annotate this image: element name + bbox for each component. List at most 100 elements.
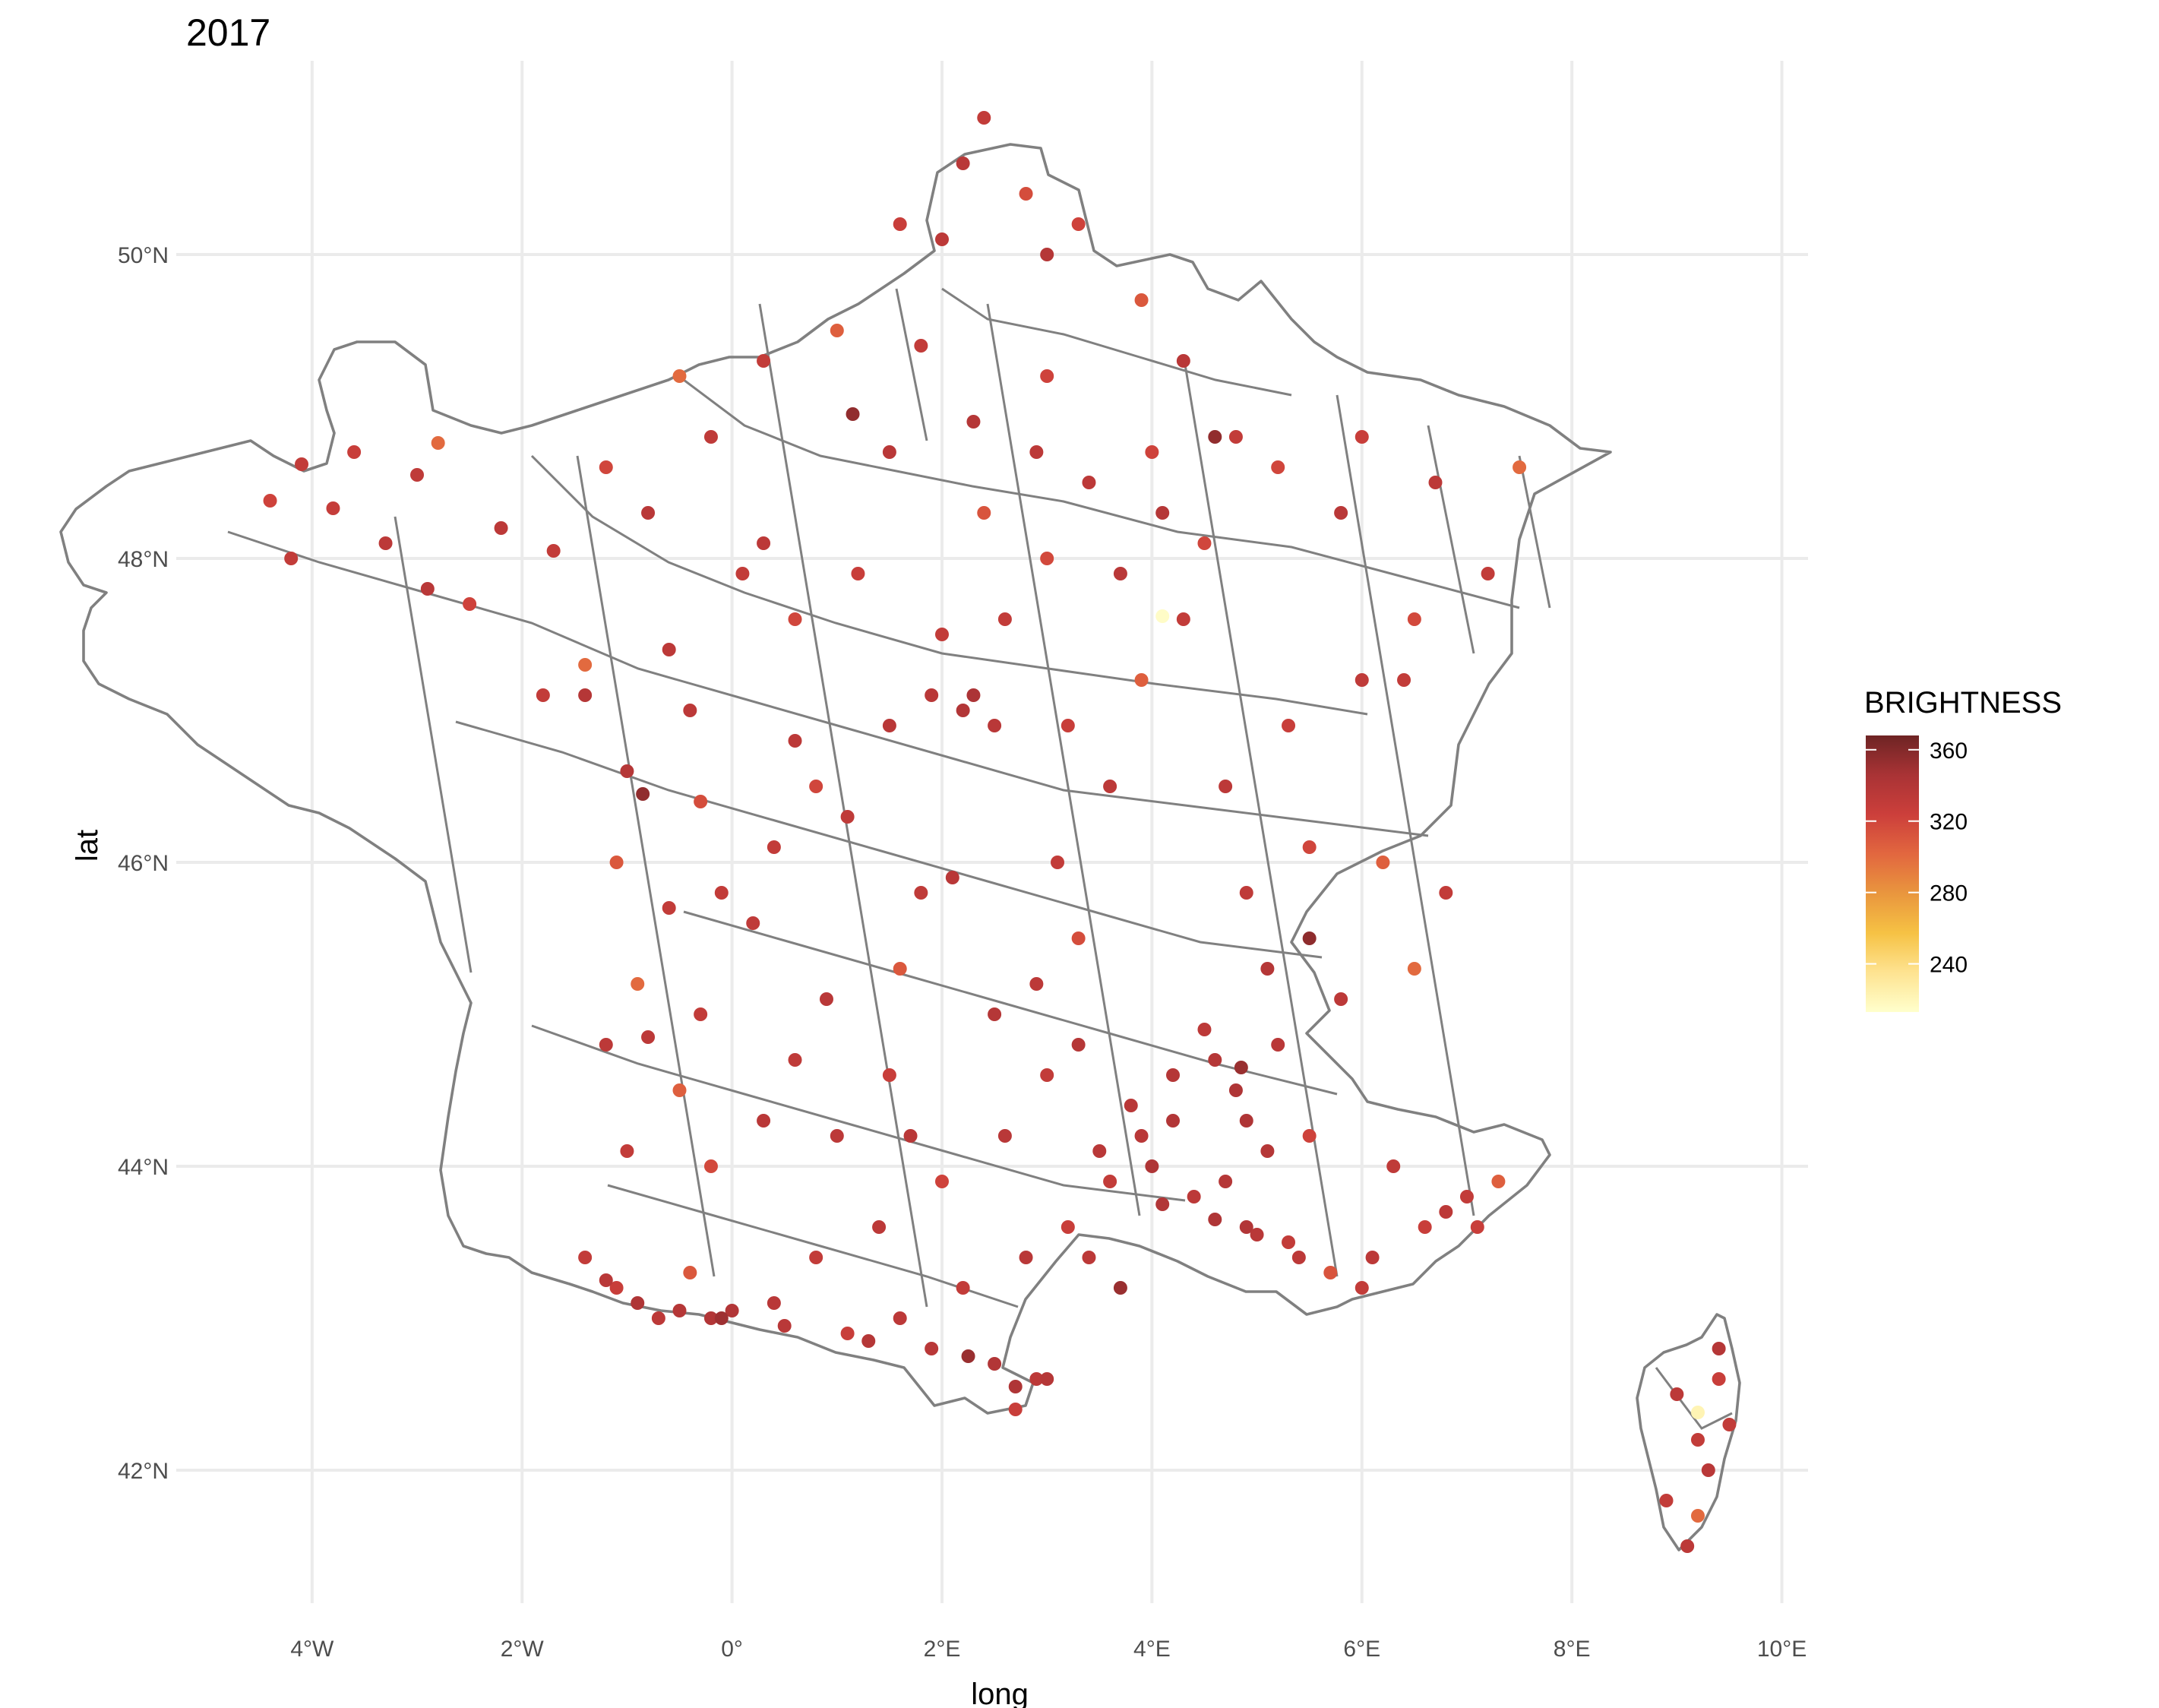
fire-point <box>1124 1099 1138 1112</box>
fire-point <box>672 1083 687 1097</box>
fire-point <box>788 1053 802 1067</box>
fire-point <box>662 901 676 915</box>
fire-point <box>463 597 477 611</box>
dept-border-6 <box>531 1024 1186 1202</box>
fire-point <box>1166 1114 1181 1128</box>
fire-point <box>1407 962 1421 976</box>
fire-point <box>934 1175 949 1188</box>
fire-point <box>1334 992 1348 1006</box>
fire-point <box>961 1349 975 1363</box>
fire-point <box>1365 1251 1380 1264</box>
fire-point <box>1239 1220 1253 1234</box>
fire-point <box>1187 1190 1201 1204</box>
fire-point <box>746 916 760 930</box>
fire-point <box>1690 1509 1705 1523</box>
fire-point <box>1040 248 1054 261</box>
fire-point <box>1219 1175 1233 1188</box>
fire-point <box>840 810 855 824</box>
fire-point <box>1234 1061 1248 1074</box>
fire-point <box>1355 1281 1369 1295</box>
dept-border-3 <box>227 530 1429 837</box>
fire-point <box>1470 1220 1484 1234</box>
dept-border-11 <box>1336 394 1475 1216</box>
fire-point <box>1282 719 1296 732</box>
fire-point <box>966 415 981 429</box>
legend-title: BRIGHTNESS <box>1864 686 2062 720</box>
fire-point <box>861 1334 876 1348</box>
fire-point <box>347 445 362 459</box>
y-tick-label-2: 46°N <box>118 851 169 876</box>
fire-point <box>1722 1418 1737 1431</box>
dept-border-15 <box>1427 425 1475 654</box>
fire-point <box>631 1296 645 1310</box>
fire-point <box>714 1311 729 1325</box>
fire-point <box>1323 1266 1338 1279</box>
fire-point <box>1103 1175 1117 1188</box>
fire-point <box>599 1273 613 1287</box>
fire-point <box>735 567 750 580</box>
fire-point <box>1071 1038 1086 1052</box>
dept-border-8 <box>758 303 928 1308</box>
x-axis-title: long <box>971 1678 1029 1708</box>
x-tick-label-7: 10°E <box>1757 1637 1807 1662</box>
fire-point <box>1459 1190 1474 1204</box>
x-tick-label-5: 6°E <box>1343 1637 1380 1662</box>
fire-point <box>757 354 771 368</box>
fire-point <box>1051 856 1065 869</box>
fire-point <box>284 552 299 565</box>
fire-point <box>846 407 860 421</box>
legend-tick-label-0: 240 <box>1930 953 1968 978</box>
fire-point <box>641 1030 656 1044</box>
fire-point <box>1176 354 1190 368</box>
fire-point <box>1428 476 1443 489</box>
fire-point <box>1092 1144 1107 1158</box>
fire-point <box>1302 1129 1317 1143</box>
dept-border-2 <box>530 454 1368 716</box>
fire-point <box>903 1129 918 1143</box>
fire-point <box>1397 673 1411 687</box>
fire-point <box>1134 673 1149 687</box>
fire-point <box>420 582 435 596</box>
x-tick-label-4: 4°E <box>1133 1637 1171 1662</box>
fire-point <box>703 1311 718 1325</box>
fire-point <box>599 460 613 474</box>
fire-point <box>694 1007 708 1021</box>
france-mainland-outline <box>59 143 1612 1415</box>
fire-point <box>1145 1159 1159 1173</box>
fire-point <box>872 1220 887 1234</box>
fire-point <box>672 1304 687 1317</box>
dept-border-17 <box>1655 1367 1733 1430</box>
dept-border-10 <box>1184 364 1339 1277</box>
fire-point <box>893 962 907 976</box>
fire-point <box>725 1304 739 1317</box>
dept-border-16 <box>1518 455 1551 609</box>
fire-point <box>1228 430 1243 444</box>
fire-point <box>788 612 802 626</box>
fire-point <box>1271 460 1285 474</box>
legend-colorbar <box>1866 735 1919 1012</box>
fire-point <box>1040 1068 1054 1082</box>
fire-point <box>830 324 844 337</box>
fire-point <box>1670 1387 1684 1401</box>
fire-point <box>956 1281 970 1295</box>
fire-point <box>1134 293 1149 307</box>
x-tick-label-6: 8°E <box>1554 1637 1591 1662</box>
fire-point <box>1019 1251 1033 1264</box>
fire-point <box>809 780 823 793</box>
y-tick-label-1: 44°N <box>118 1155 169 1180</box>
fire-point <box>1061 719 1075 732</box>
fire-point <box>1228 1083 1243 1097</box>
fire-point <box>988 1357 1002 1371</box>
fire-point <box>819 992 833 1006</box>
fire-point <box>1155 1197 1170 1211</box>
fire-point <box>620 764 634 778</box>
fire-point <box>1376 856 1390 869</box>
dept-border-14 <box>895 288 928 441</box>
fire-point <box>546 544 561 558</box>
chart-title: 2017 <box>186 11 270 54</box>
fire-point <box>714 886 729 900</box>
fire-point <box>641 506 656 520</box>
fire-point <box>1166 1068 1181 1082</box>
fire-point <box>1040 369 1054 383</box>
fire-point <box>1282 1235 1296 1249</box>
